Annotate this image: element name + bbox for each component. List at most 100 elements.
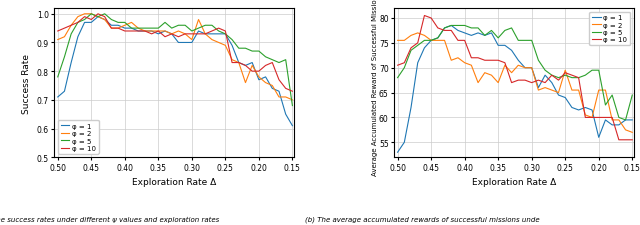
- φ = 10: [561, 72, 569, 75]
- φ = 2: [474, 82, 482, 85]
- φ = 1: [94, 16, 102, 19]
- φ = 5: [101, 13, 109, 16]
- φ = 2: [461, 62, 468, 65]
- Legend: φ = 1, φ = 2, φ = 5, φ = 10: φ = 1, φ = 2, φ = 5, φ = 10: [58, 120, 99, 154]
- φ = 1: [602, 119, 609, 122]
- φ = 1: [575, 109, 582, 112]
- φ = 5: [221, 33, 229, 36]
- φ = 1: [528, 67, 536, 70]
- φ = 10: [474, 57, 482, 60]
- φ = 2: [481, 72, 488, 75]
- φ = 5: [134, 28, 142, 30]
- φ = 2: [255, 76, 262, 79]
- φ = 1: [81, 22, 88, 25]
- φ = 5: [289, 105, 296, 108]
- φ = 10: [575, 77, 582, 80]
- φ = 5: [501, 30, 509, 33]
- Line: φ = 5: φ = 5: [58, 15, 292, 106]
- φ = 1: [454, 30, 462, 33]
- φ = 5: [188, 31, 196, 33]
- φ = 1: [74, 36, 82, 39]
- φ = 2: [420, 35, 428, 38]
- φ = 2: [467, 65, 475, 67]
- φ = 1: [621, 119, 629, 122]
- φ = 1: [161, 31, 169, 33]
- φ = 2: [268, 85, 276, 88]
- φ = 5: [621, 119, 629, 122]
- φ = 2: [528, 67, 536, 70]
- φ = 1: [407, 107, 415, 109]
- φ = 1: [595, 136, 603, 139]
- φ = 10: [228, 62, 236, 65]
- φ = 1: [141, 31, 148, 33]
- φ = 10: [441, 30, 449, 33]
- φ = 2: [575, 89, 582, 92]
- φ = 10: [394, 65, 401, 67]
- φ = 5: [94, 16, 102, 19]
- φ = 10: [81, 16, 88, 19]
- φ = 10: [61, 28, 68, 30]
- φ = 10: [235, 62, 243, 65]
- φ = 5: [548, 74, 556, 77]
- φ = 2: [208, 39, 216, 42]
- φ = 10: [521, 79, 529, 82]
- φ = 5: [115, 22, 122, 25]
- φ = 10: [161, 36, 169, 39]
- Line: φ = 1: φ = 1: [397, 26, 632, 153]
- φ = 5: [235, 48, 243, 50]
- φ = 5: [127, 28, 135, 30]
- φ = 10: [74, 22, 82, 25]
- φ = 2: [242, 82, 250, 85]
- Line: φ = 5: φ = 5: [397, 26, 632, 120]
- φ = 2: [628, 131, 636, 134]
- φ = 10: [121, 31, 129, 33]
- φ = 5: [528, 40, 536, 43]
- φ = 10: [447, 30, 455, 33]
- φ = 1: [54, 96, 61, 99]
- φ = 5: [282, 59, 289, 62]
- φ = 2: [394, 40, 401, 43]
- φ = 1: [221, 33, 229, 36]
- Line: φ = 2: φ = 2: [58, 15, 292, 100]
- φ = 1: [175, 42, 182, 45]
- φ = 1: [467, 35, 475, 38]
- φ = 1: [61, 90, 68, 93]
- Y-axis label: Success Rate: Success Rate: [22, 53, 31, 113]
- φ = 1: [67, 62, 75, 65]
- φ = 1: [168, 33, 175, 36]
- φ = 1: [561, 97, 569, 99]
- φ = 2: [515, 65, 522, 67]
- φ = 5: [228, 39, 236, 42]
- φ = 2: [407, 35, 415, 38]
- φ = 5: [394, 77, 401, 80]
- φ = 2: [81, 13, 88, 16]
- φ = 2: [221, 45, 229, 47]
- φ = 10: [515, 79, 522, 82]
- φ = 10: [54, 31, 61, 33]
- φ = 10: [420, 15, 428, 18]
- φ = 2: [541, 87, 549, 90]
- φ = 10: [268, 62, 276, 65]
- φ = 1: [195, 31, 202, 33]
- φ = 5: [148, 28, 156, 30]
- φ = 1: [481, 35, 488, 38]
- φ = 2: [555, 92, 563, 94]
- φ = 10: [528, 82, 536, 85]
- φ = 5: [595, 70, 603, 72]
- Line: φ = 1: φ = 1: [58, 18, 292, 126]
- φ = 1: [534, 87, 542, 90]
- φ = 1: [541, 74, 549, 77]
- φ = 10: [534, 79, 542, 82]
- φ = 2: [454, 57, 462, 60]
- φ = 5: [275, 62, 283, 65]
- φ = 5: [582, 74, 589, 77]
- φ = 5: [161, 22, 169, 25]
- φ = 5: [67, 33, 75, 36]
- φ = 1: [441, 27, 449, 30]
- φ = 5: [521, 40, 529, 43]
- φ = 2: [602, 89, 609, 92]
- φ = 5: [121, 22, 129, 25]
- φ = 1: [515, 60, 522, 62]
- φ = 10: [154, 31, 162, 33]
- φ = 10: [548, 74, 556, 77]
